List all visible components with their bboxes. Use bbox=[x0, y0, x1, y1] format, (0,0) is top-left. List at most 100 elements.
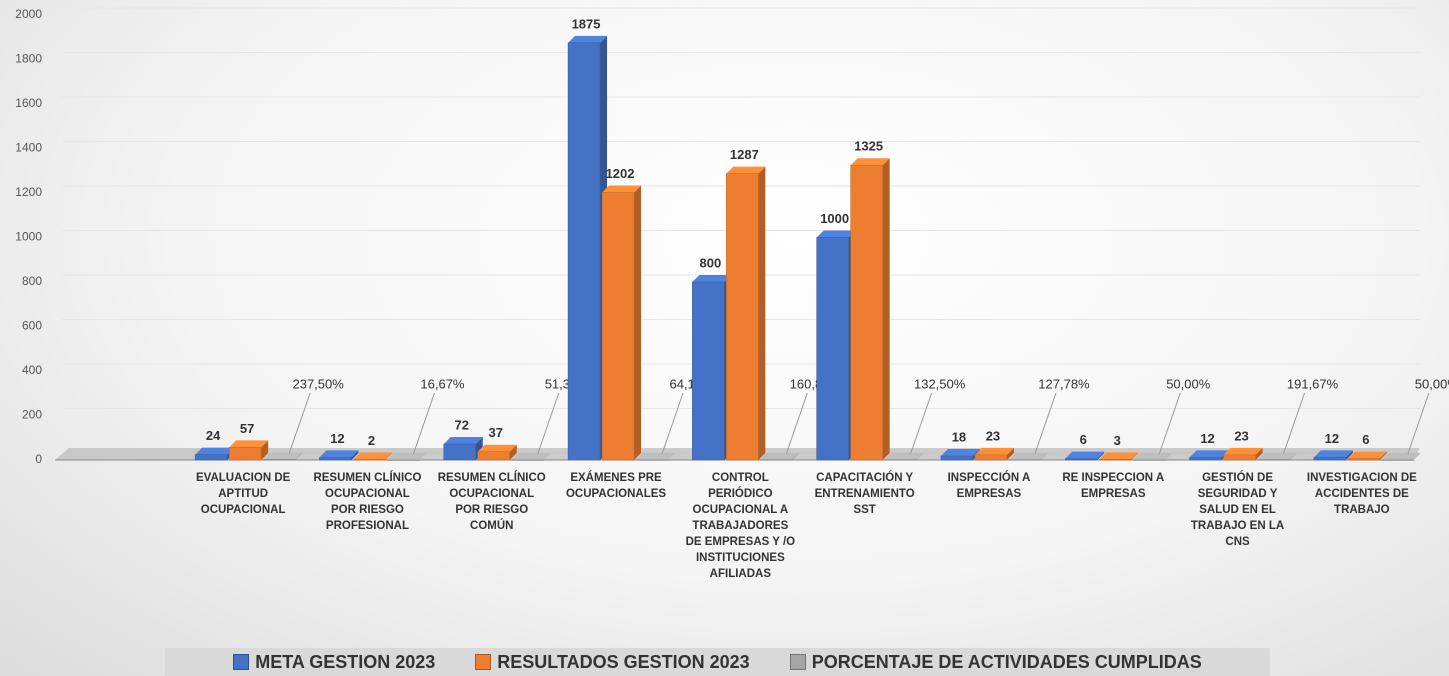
bar-top bbox=[1223, 447, 1263, 455]
bar bbox=[635, 459, 669, 461]
data-label: 1287 bbox=[730, 147, 759, 162]
x-tick-label: RESUMEN CLÍNICO OCUPACIONAL POR RIESGO P… bbox=[313, 472, 422, 532]
bar-side bbox=[916, 452, 924, 460]
legend-label: PORCENTAJE DE ACTIVIDADES CUMPLIDAS bbox=[811, 651, 1202, 672]
bar-top bbox=[319, 450, 359, 458]
legend-swatch bbox=[789, 654, 806, 670]
data-label: 237,50% bbox=[292, 376, 344, 391]
bar bbox=[1189, 457, 1222, 461]
bar bbox=[443, 443, 476, 461]
data-label: 2 bbox=[368, 433, 375, 448]
data-label: 24 bbox=[206, 428, 221, 443]
x-tick-label: INVESTIGACION DE ACCIDENTES DE TRABAJO bbox=[1306, 472, 1417, 516]
x-tick-label: EVALUACION DE APTITUD OCUPACIONAL bbox=[195, 472, 291, 516]
bar-top bbox=[1257, 452, 1297, 460]
data-label: 1325 bbox=[854, 139, 883, 154]
bar bbox=[228, 447, 262, 461]
data-label: 800 bbox=[699, 255, 721, 270]
bar bbox=[387, 459, 420, 461]
legend-label: RESULTADOS GESTION 2023 bbox=[497, 651, 750, 672]
bar-side bbox=[419, 452, 427, 460]
data-label: 57 bbox=[240, 421, 254, 436]
bar-side bbox=[295, 452, 303, 460]
y-tick-label: 800 bbox=[22, 274, 42, 288]
bar bbox=[567, 42, 601, 461]
bar-top bbox=[443, 436, 483, 444]
bar bbox=[940, 455, 974, 461]
bar-top bbox=[636, 452, 676, 460]
data-label: 6 bbox=[1080, 432, 1087, 447]
leader-line bbox=[661, 392, 684, 455]
bar bbox=[1133, 459, 1166, 461]
data-label: 16,67% bbox=[420, 376, 465, 391]
y-tick-label: 200 bbox=[22, 408, 42, 422]
bar bbox=[353, 459, 386, 461]
data-label: 1202 bbox=[606, 166, 635, 181]
leader-line bbox=[910, 392, 933, 454]
bar bbox=[816, 237, 849, 461]
bar-side bbox=[1165, 452, 1173, 460]
leader-line bbox=[785, 392, 808, 454]
bar bbox=[319, 457, 352, 461]
bar-top bbox=[1008, 452, 1048, 460]
data-label: 23 bbox=[986, 428, 1000, 443]
x-tick-label: RE INSPECCION A EMPRESAS bbox=[1062, 472, 1165, 500]
bar-side bbox=[261, 440, 269, 460]
leader-line bbox=[537, 392, 560, 455]
bar-top bbox=[1347, 451, 1387, 459]
bar-side bbox=[351, 450, 359, 460]
bar-top bbox=[760, 452, 800, 460]
data-label: 23 bbox=[1234, 428, 1248, 443]
bar-top bbox=[726, 166, 766, 174]
legend-item: PORCENTAJE DE ACTIVIDADES CUMPLIDAS bbox=[789, 651, 1202, 673]
bar-side bbox=[1131, 452, 1139, 460]
y-tick-label: 1000 bbox=[15, 230, 42, 244]
y-tick-label: 0 bbox=[35, 452, 42, 466]
y-tick-label: 1800 bbox=[15, 52, 42, 66]
data-label: 12 bbox=[330, 431, 344, 446]
data-label: 72 bbox=[455, 417, 469, 432]
data-label: 3 bbox=[1114, 433, 1121, 448]
bar-side bbox=[509, 444, 517, 460]
bar bbox=[1347, 458, 1381, 461]
x-tick-label: INSPECCIÓN A EMPRESAS bbox=[947, 472, 1031, 500]
bar bbox=[726, 173, 759, 461]
y-tick-label: 600 bbox=[22, 319, 42, 333]
bar bbox=[974, 454, 1008, 461]
bar-side bbox=[1097, 451, 1105, 460]
bar-side bbox=[882, 158, 890, 460]
bar-top bbox=[1065, 451, 1105, 459]
data-label: 127,78% bbox=[1038, 376, 1090, 391]
x-tick-label: RESUMEN CLÍNICO OCUPACIONAL POR RIESGO C… bbox=[437, 472, 546, 532]
data-label: 191,67% bbox=[1287, 376, 1339, 391]
bar-top bbox=[850, 158, 890, 166]
leader-line bbox=[1158, 392, 1181, 455]
bar-top bbox=[353, 452, 393, 460]
legend: META GESTION 2023 RESULTADOS GESTION 2023… bbox=[165, 648, 1270, 676]
y-tick-label: 1200 bbox=[15, 185, 42, 199]
data-label: 1875 bbox=[572, 16, 601, 31]
bar-top bbox=[1381, 452, 1421, 460]
bar bbox=[692, 281, 725, 461]
y-tick-label: 1400 bbox=[15, 141, 42, 155]
bar-top bbox=[263, 452, 303, 460]
bar bbox=[1008, 459, 1042, 461]
legend-item: RESULTADOS GESTION 2023 bbox=[475, 651, 750, 673]
legend-item: META GESTION 2023 bbox=[233, 652, 435, 673]
legend-swatch bbox=[233, 654, 250, 670]
bar-side bbox=[1006, 447, 1014, 460]
bar-top bbox=[477, 444, 517, 452]
bar bbox=[601, 192, 635, 461]
leader-line bbox=[1283, 392, 1306, 454]
bar-top bbox=[692, 275, 732, 282]
bar-side bbox=[1413, 452, 1421, 460]
bar-side bbox=[792, 452, 800, 460]
data-label: 6 bbox=[1362, 432, 1369, 447]
bar-top bbox=[602, 185, 642, 193]
bar-side bbox=[1255, 447, 1263, 460]
bar-top bbox=[1133, 452, 1173, 460]
bar bbox=[1223, 454, 1256, 461]
bar bbox=[1099, 459, 1132, 461]
